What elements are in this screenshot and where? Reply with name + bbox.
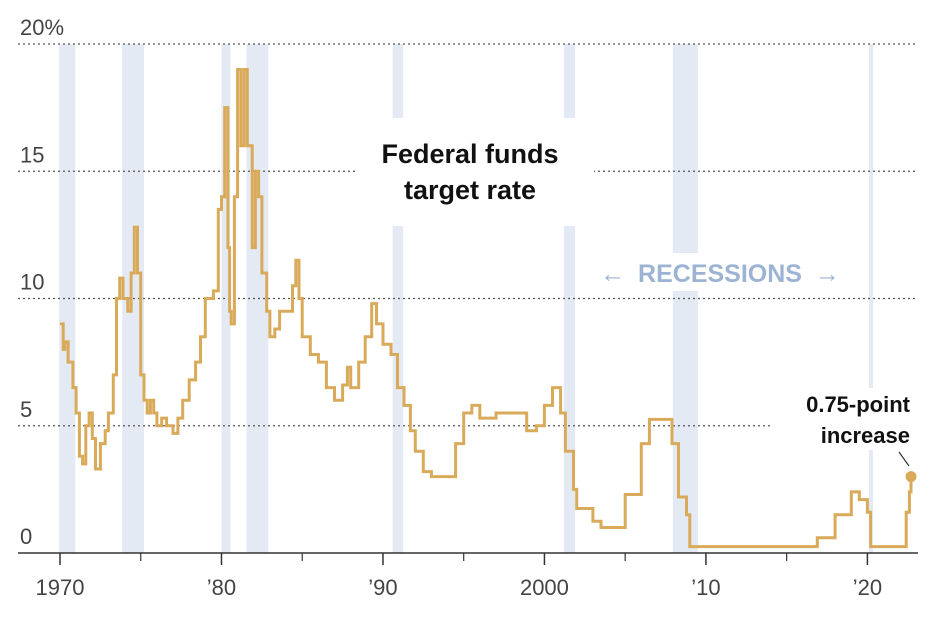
x-axis: 1970 ’80 ’90 2000 ’10 ’20 [18,552,918,600]
chart-title: Federal funds target rate [358,118,594,226]
right-arrow-icon: → [815,260,840,288]
annotation-line-1: 0.75-point [806,392,911,417]
recession-band-4 [392,44,404,553]
rate-line [60,68,917,549]
y-tick-label-1: 5 [20,397,32,422]
title-background [358,118,594,226]
recessions-label-text: RECESSIONS [638,260,802,288]
x-tick-label-4: ’10 [691,575,720,600]
recessions-label-background [578,253,866,291]
series-line-0 [60,68,913,549]
y-tick-label-4: 20% [20,15,64,40]
x-tick-label-2: ’90 [368,575,397,600]
y-tick-label-0: 0 [20,524,32,549]
recession-band-2 [221,44,231,553]
recession-band-0 [59,44,76,553]
recession-band-7 [869,44,874,553]
y-tick-label-2: 10 [20,270,44,295]
x-tick-label-5: ’20 [853,575,882,600]
left-arrow-icon: ← [600,260,625,288]
y-axis-labels: 0 5 10 15 20% [20,15,64,549]
gridlines [18,43,918,427]
annotation-leader-line [898,451,910,467]
increase-annotation: 0.75-point increase [770,388,920,467]
svg-text:← RECESSIONS →: ← RECESSIONS → [600,260,840,288]
annotation-background [770,388,920,450]
title-line-1: Federal funds [381,139,558,169]
x-tick-label-1: ’80 [207,575,236,600]
recessions-label: ← RECESSIONS → [578,253,866,291]
x-tick-label-3: 2000 [520,575,569,600]
latest-value-point [905,471,917,483]
annotation-line-2: increase [821,423,910,448]
title-line-2: target rate [404,175,536,205]
x-tick-label-0: 1970 [36,575,85,600]
y-tick-label-3: 15 [20,142,44,167]
